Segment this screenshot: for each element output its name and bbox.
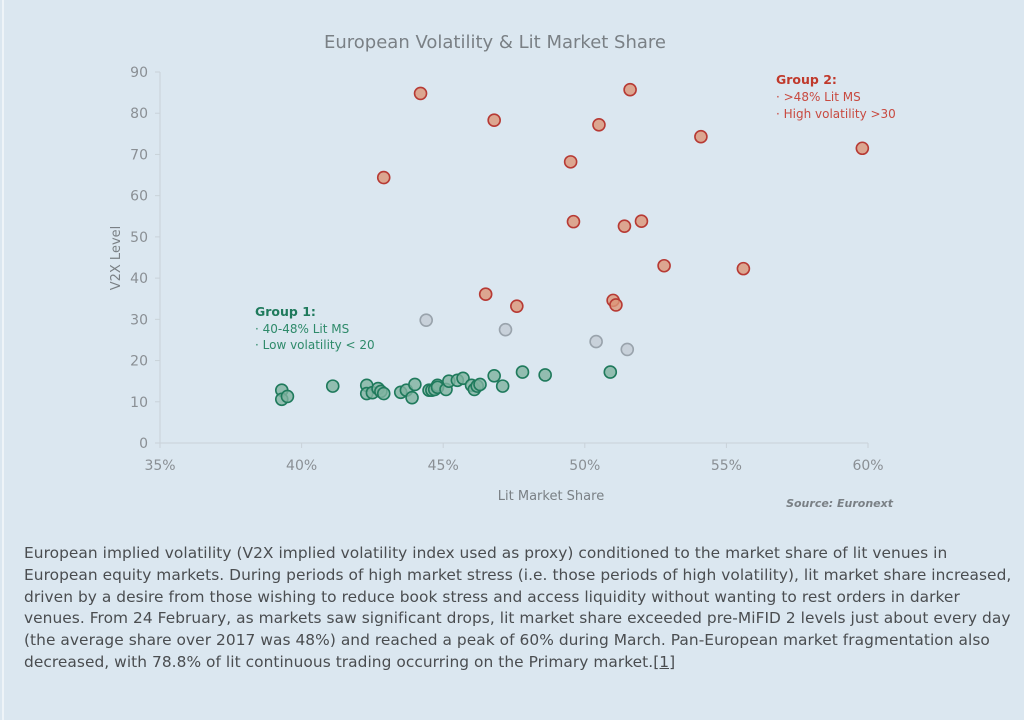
scatter-chart: European Volatility & Lit Market Share 0…: [109, 32, 896, 510]
data-point: [634, 214, 649, 229]
data-point: [376, 170, 391, 185]
data-point: [603, 365, 618, 379]
data-points: [274, 82, 870, 407]
group-2-title: Group 2:: [776, 72, 837, 87]
data-point: [510, 299, 524, 313]
page-edge: [2, 0, 4, 720]
data-point: [478, 287, 493, 301]
y-tick-label: 0: [139, 436, 148, 452]
data-point: [456, 371, 470, 386]
group-1-annotation: Group 1: · 40-48% Lit MS · Low volatilit…: [255, 304, 375, 352]
data-point: [405, 390, 419, 405]
data-point: [623, 82, 637, 97]
series-group-1: [274, 365, 618, 407]
y-tick-label: 90: [130, 65, 148, 81]
y-tick-label: 70: [130, 147, 148, 163]
data-point: [495, 379, 510, 393]
x-tick-label: 60%: [852, 458, 883, 474]
series-other: [419, 313, 635, 357]
data-point: [538, 368, 552, 382]
data-point: [515, 365, 530, 379]
reference-link[interactable]: [1]: [653, 652, 676, 671]
data-point: [736, 261, 751, 276]
data-point: [620, 342, 635, 357]
data-point: [408, 377, 422, 392]
y-tick-label: 10: [130, 395, 148, 411]
y-tick-label: 60: [130, 189, 148, 205]
y-tick-label: 20: [130, 354, 148, 370]
x-axis-ticks: 35% 40% 45% 50% 55% 60%: [144, 443, 884, 474]
group-1-line-1: · 40-48% Lit MS: [255, 322, 349, 336]
chart-title: European Volatility & Lit Market Share: [324, 32, 666, 53]
series-group-2: [376, 82, 870, 313]
data-point: [376, 386, 391, 401]
y-axis-title: V2X Level: [109, 226, 124, 291]
data-point: [563, 155, 578, 169]
y-tick-label: 50: [130, 230, 148, 246]
data-point: [566, 214, 581, 229]
y-tick-label: 40: [130, 271, 148, 287]
data-point: [657, 258, 671, 273]
data-point: [592, 117, 606, 132]
data-point: [694, 129, 708, 144]
group-2-annotation: Group 2: · >48% Lit MS · High volatility…: [776, 72, 896, 121]
group-2-line-2: · High volatility >30: [776, 107, 896, 121]
y-axis-ticks: 0 10 20 30 40 50 60 70 80 90: [130, 65, 160, 452]
caption-text: European implied volatility (V2X implied…: [24, 544, 1012, 671]
group-2-line-1: · >48% Lit MS: [776, 90, 861, 104]
x-tick-label: 40%: [286, 458, 317, 474]
x-tick-label: 45%: [428, 458, 459, 474]
x-axis-title: Lit Market Share: [498, 489, 604, 504]
group-1-line-2: · Low volatility < 20: [255, 338, 375, 352]
data-point: [487, 369, 501, 383]
data-point: [589, 334, 603, 349]
figure-caption: European implied volatility (V2X implied…: [24, 543, 1014, 674]
x-tick-label: 55%: [711, 458, 742, 474]
source-note: Source: Euronext: [786, 497, 894, 510]
data-point: [419, 313, 434, 327]
data-point: [325, 379, 340, 393]
data-point: [413, 86, 428, 101]
data-point: [473, 377, 487, 392]
data-point: [498, 322, 513, 337]
y-tick-label: 80: [130, 106, 148, 122]
y-tick-label: 30: [130, 312, 148, 328]
x-tick-label: 35%: [144, 458, 175, 474]
data-point: [487, 113, 501, 128]
data-point: [609, 298, 623, 312]
x-tick-label: 50%: [569, 458, 600, 474]
axes: [159, 72, 868, 444]
data-point: [617, 219, 632, 233]
data-point: [280, 389, 295, 404]
data-point: [855, 141, 870, 156]
group-1-title: Group 1:: [255, 304, 316, 319]
